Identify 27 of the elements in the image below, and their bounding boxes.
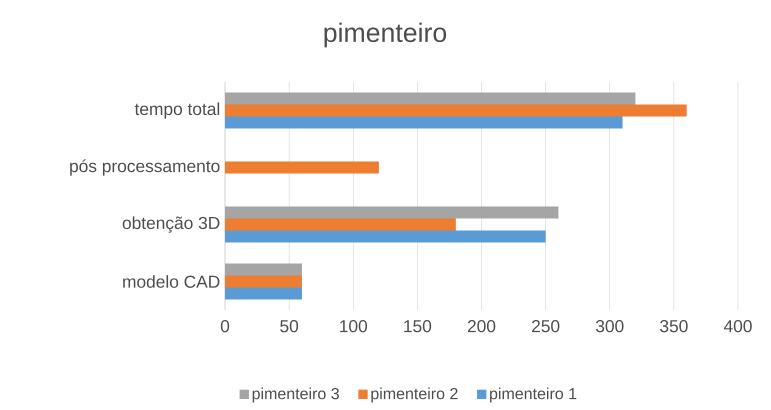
bar — [225, 263, 302, 276]
y-tick-label: tempo total — [134, 102, 220, 119]
y-tick-label: modelo CAD — [123, 275, 220, 288]
x-tick-label: 200 — [468, 320, 496, 332]
x-tick-label: 100 — [340, 320, 368, 332]
x-tick-label: 150 — [404, 320, 432, 332]
bar — [225, 218, 456, 230]
bar — [225, 92, 636, 104]
y-tick-label: obtenção 3D — [122, 216, 220, 233]
y-tick-label: pós processamento — [70, 159, 220, 176]
bar — [225, 275, 302, 288]
chart-title: pimenteiro — [324, 22, 446, 48]
legend-label: pimenteiro 2 — [371, 388, 458, 402]
x-tick-label: 350 — [660, 320, 688, 332]
bar — [225, 206, 558, 218]
bar — [225, 230, 546, 242]
x-tick-label: 400 — [724, 320, 752, 332]
x-tick-label: 250 — [532, 320, 560, 332]
bar — [225, 161, 379, 174]
legend-label: pimenteiro 3 — [252, 388, 339, 402]
bar — [225, 116, 623, 128]
legend-label: pimenteiro 1 — [490, 388, 576, 402]
bar — [225, 104, 687, 116]
bar — [225, 287, 302, 300]
x-tick-label: 0 — [220, 320, 230, 332]
x-tick-label: 50 — [280, 320, 298, 332]
x-tick-label: 300 — [596, 320, 624, 332]
